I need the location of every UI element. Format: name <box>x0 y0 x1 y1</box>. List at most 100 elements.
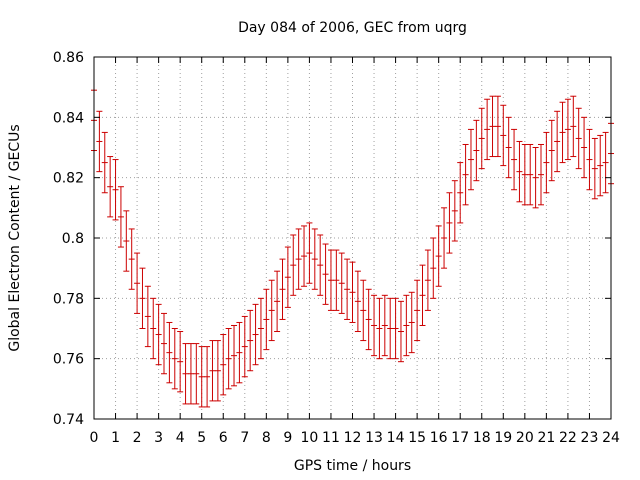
error-bar-point <box>371 294 378 357</box>
y-axis-title: Global Electron Content / GECUs <box>7 124 23 351</box>
x-tick-label: 24 <box>602 430 620 446</box>
error-bar-point <box>344 258 351 320</box>
error-bar-point <box>462 143 469 206</box>
y-tick-label: 0.74 <box>53 412 84 428</box>
x-tick-label: 4 <box>176 430 185 446</box>
error-bar-point <box>214 340 221 402</box>
error-bar-point <box>268 279 275 342</box>
x-tick-label: 14 <box>387 430 405 446</box>
error-bar-point <box>274 270 281 333</box>
error-bar-point <box>263 288 270 351</box>
error-bar-point <box>381 294 388 357</box>
x-tick-label: 3 <box>154 430 163 446</box>
error-bar-point <box>554 110 561 173</box>
error-bar-point <box>134 252 141 314</box>
chart-title: Day 084 of 2006, GEC from uqrg <box>238 20 467 36</box>
error-bar-point <box>392 297 399 360</box>
error-bar-point <box>500 104 507 167</box>
grid-lines <box>94 57 611 419</box>
error-bar-point <box>284 246 291 308</box>
x-tick-label: 2 <box>133 430 142 446</box>
error-bar-point <box>543 131 550 194</box>
error-bar-point <box>511 128 518 191</box>
error-bar-point <box>467 128 474 191</box>
error-bar-point <box>198 346 205 408</box>
y-tick-label: 0.8 <box>62 231 84 247</box>
error-bar-point <box>252 303 259 366</box>
error-bar-point <box>424 249 431 311</box>
error-bar-point <box>532 147 539 209</box>
error-bar-point <box>322 243 329 305</box>
error-bar-point <box>419 264 426 326</box>
x-tick-label: 0 <box>90 430 99 446</box>
error-bar-point <box>559 101 566 164</box>
error-bar-point <box>570 95 577 158</box>
x-tick-label: 8 <box>262 430 271 446</box>
error-bar-point <box>489 95 496 158</box>
x-tick-label: 11 <box>322 430 340 446</box>
error-bar-point <box>338 252 345 314</box>
x-tick-label: 9 <box>283 430 292 446</box>
error-bar-point <box>327 249 334 311</box>
error-bar-point <box>478 107 485 170</box>
x-tick-label: 20 <box>516 430 534 446</box>
error-bar-point <box>473 119 480 182</box>
error-bar-point <box>451 180 458 242</box>
error-bar-point <box>117 186 124 248</box>
error-bar-point <box>484 98 491 161</box>
error-bar-point <box>354 270 361 333</box>
error-bar-point <box>209 340 216 402</box>
error-bar-point <box>591 137 598 200</box>
x-tick-label: 19 <box>494 430 512 446</box>
error-bar-point <box>225 328 232 390</box>
error-bar-point <box>365 288 372 351</box>
error-bar-point <box>306 222 313 284</box>
x-tick-label: 22 <box>559 430 577 446</box>
error-bar-point <box>527 143 534 206</box>
error-bar-point <box>193 343 200 405</box>
error-bar-point <box>441 207 448 269</box>
y-tick-label: 0.78 <box>53 291 84 307</box>
error-bar-point <box>220 334 227 396</box>
error-bar-point <box>403 294 410 357</box>
error-bar-point <box>446 192 453 254</box>
error-bar-point <box>123 210 130 272</box>
x-tick-label: 23 <box>581 430 599 446</box>
error-bar-point <box>333 249 340 311</box>
error-bar-point <box>521 143 528 206</box>
y-tick-label: 0.76 <box>53 352 84 368</box>
x-tick-label: 18 <box>473 430 491 446</box>
x-tick-label: 6 <box>219 430 228 446</box>
error-bar-point <box>564 98 571 161</box>
error-bar-point <box>128 228 135 290</box>
x-tick-label: 21 <box>537 430 555 446</box>
error-bar-point <box>139 267 146 329</box>
error-bar-point <box>101 131 108 194</box>
error-bar-point <box>414 279 421 342</box>
error-bar-point <box>349 261 356 323</box>
error-bar-point <box>257 297 264 360</box>
error-bar-point <box>155 303 162 366</box>
error-bar-point <box>494 95 501 158</box>
error-bar-point <box>236 321 243 384</box>
y-tick-label: 0.84 <box>53 110 84 126</box>
axis-ticks: 0 1 2 3 4 5 6 7 8 9 10 11 12 13 14 15 16 17 18 19 20 21 22 23 24… <box>53 50 620 446</box>
error-bar-point <box>204 346 211 408</box>
x-tick-label: 17 <box>451 430 469 446</box>
error-bar-point <box>112 159 119 221</box>
error-bar-point <box>548 119 555 182</box>
error-bar-point <box>602 131 609 194</box>
error-bar-point <box>397 300 404 363</box>
error-bar-point <box>182 343 189 405</box>
x-tick-label: 7 <box>240 430 249 446</box>
error-bar-point <box>505 116 512 179</box>
error-bar-point <box>457 162 464 224</box>
error-bar-point <box>290 234 297 296</box>
error-bar-point <box>241 315 248 378</box>
error-bar-point <box>279 258 286 320</box>
error-bar-point <box>516 140 523 203</box>
error-bar-point <box>166 321 173 384</box>
error-bar-point <box>430 237 437 299</box>
